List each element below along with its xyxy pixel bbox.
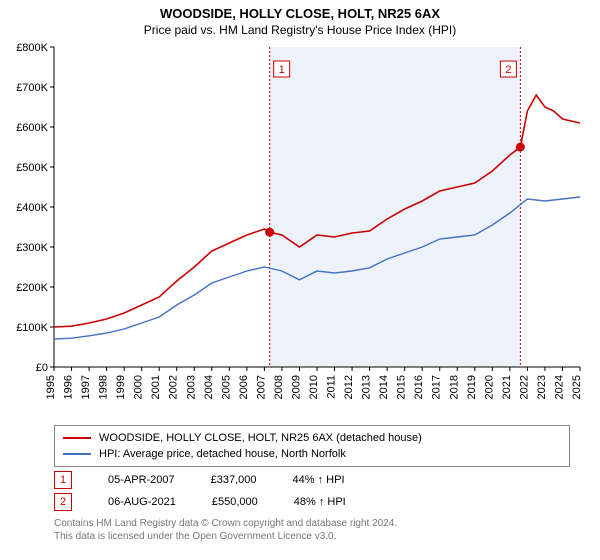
svg-text:2005: 2005 [220, 375, 232, 399]
svg-text:2009: 2009 [290, 375, 302, 399]
svg-text:2015: 2015 [396, 375, 408, 399]
annotation-date-2: 06-AUG-2021 [108, 496, 176, 508]
legend-row-2: HPI: Average price, detached house, Nort… [63, 446, 561, 462]
svg-text:£800K: £800K [16, 42, 48, 54]
svg-text:2020: 2020 [483, 375, 495, 399]
svg-text:2016: 2016 [413, 375, 425, 399]
svg-text:£600K: £600K [16, 122, 48, 134]
annotation-diff-2: 48% ↑ HPI [294, 496, 346, 508]
annotation-price-2: £550,000 [212, 496, 258, 508]
svg-text:£700K: £700K [16, 82, 48, 94]
svg-text:2006: 2006 [238, 375, 250, 399]
svg-text:2018: 2018 [448, 375, 460, 399]
svg-text:2017: 2017 [431, 375, 443, 399]
svg-text:£200K: £200K [16, 282, 48, 294]
svg-text:2010: 2010 [308, 375, 320, 399]
svg-text:2002: 2002 [168, 375, 180, 399]
footer-line-1: Contains HM Land Registry data © Crown c… [54, 517, 570, 530]
footer-attribution: Contains HM Land Registry data © Crown c… [54, 517, 570, 543]
legend-swatch-1 [63, 437, 91, 439]
legend-row-1: WOODSIDE, HOLLY CLOSE, HOLT, NR25 6AX (d… [63, 430, 561, 446]
legend-swatch-2 [63, 453, 91, 455]
annotation-date-1: 05-APR-2007 [108, 474, 175, 486]
svg-text:1: 1 [279, 64, 285, 76]
svg-text:2023: 2023 [536, 375, 548, 399]
annotation-price-1: £337,000 [211, 474, 257, 486]
svg-text:1998: 1998 [98, 375, 110, 399]
legend-label-2: HPI: Average price, detached house, Nort… [99, 448, 346, 460]
svg-text:2025: 2025 [571, 375, 583, 399]
svg-text:1995: 1995 [45, 375, 57, 399]
svg-text:2007: 2007 [255, 375, 267, 399]
svg-text:2012: 2012 [343, 375, 355, 399]
svg-text:2001: 2001 [150, 375, 162, 399]
svg-text:2008: 2008 [273, 375, 285, 399]
svg-text:1999: 1999 [115, 375, 127, 399]
line-chart: 1 2 £0 £100K £200K £300K £400K £500K £600K £700K £… [0, 41, 600, 421]
svg-text:2013: 2013 [361, 375, 373, 399]
svg-text:1997: 1997 [80, 375, 92, 399]
annotation-marker-1: 1 [54, 471, 72, 489]
svg-text:£0: £0 [36, 362, 48, 374]
svg-text:2022: 2022 [518, 375, 530, 399]
legend: WOODSIDE, HOLLY CLOSE, HOLT, NR25 6AX (d… [54, 425, 570, 467]
svg-text:2021: 2021 [501, 375, 513, 399]
svg-text:2024: 2024 [553, 375, 565, 399]
footer-line-2: This data is licensed under the Open Gov… [54, 530, 570, 543]
annotation-row-1: 1 05-APR-2007 £337,000 44% ↑ HPI [54, 471, 570, 489]
svg-text:2: 2 [505, 64, 511, 76]
svg-text:£300K: £300K [16, 242, 48, 254]
svg-text:£500K: £500K [16, 162, 48, 174]
svg-text:£100K: £100K [16, 322, 48, 334]
svg-text:2000: 2000 [133, 375, 145, 399]
svg-text:2014: 2014 [378, 375, 390, 399]
annotation-row-2: 2 06-AUG-2021 £550,000 48% ↑ HPI [54, 493, 570, 511]
svg-text:£400K: £400K [16, 202, 48, 214]
chart-container: WOODSIDE, HOLLY CLOSE, HOLT, NR25 6AX Pr… [0, 0, 600, 560]
svg-text:1996: 1996 [63, 375, 75, 399]
svg-text:2019: 2019 [466, 375, 478, 399]
chart-subtitle: Price paid vs. HM Land Registry's House … [0, 21, 600, 41]
chart-title: WOODSIDE, HOLLY CLOSE, HOLT, NR25 6AX [0, 0, 600, 21]
svg-text:2011: 2011 [326, 375, 338, 399]
annotation-marker-2: 2 [54, 493, 72, 511]
chart-area: 1 2 £0 £100K £200K £300K £400K £500K £600K £700K £… [0, 41, 600, 421]
annotation-diff-1: 44% ↑ HPI [293, 474, 345, 486]
svg-text:2004: 2004 [203, 375, 215, 399]
legend-label-1: WOODSIDE, HOLLY CLOSE, HOLT, NR25 6AX (d… [99, 432, 422, 444]
svg-text:2003: 2003 [185, 375, 197, 399]
